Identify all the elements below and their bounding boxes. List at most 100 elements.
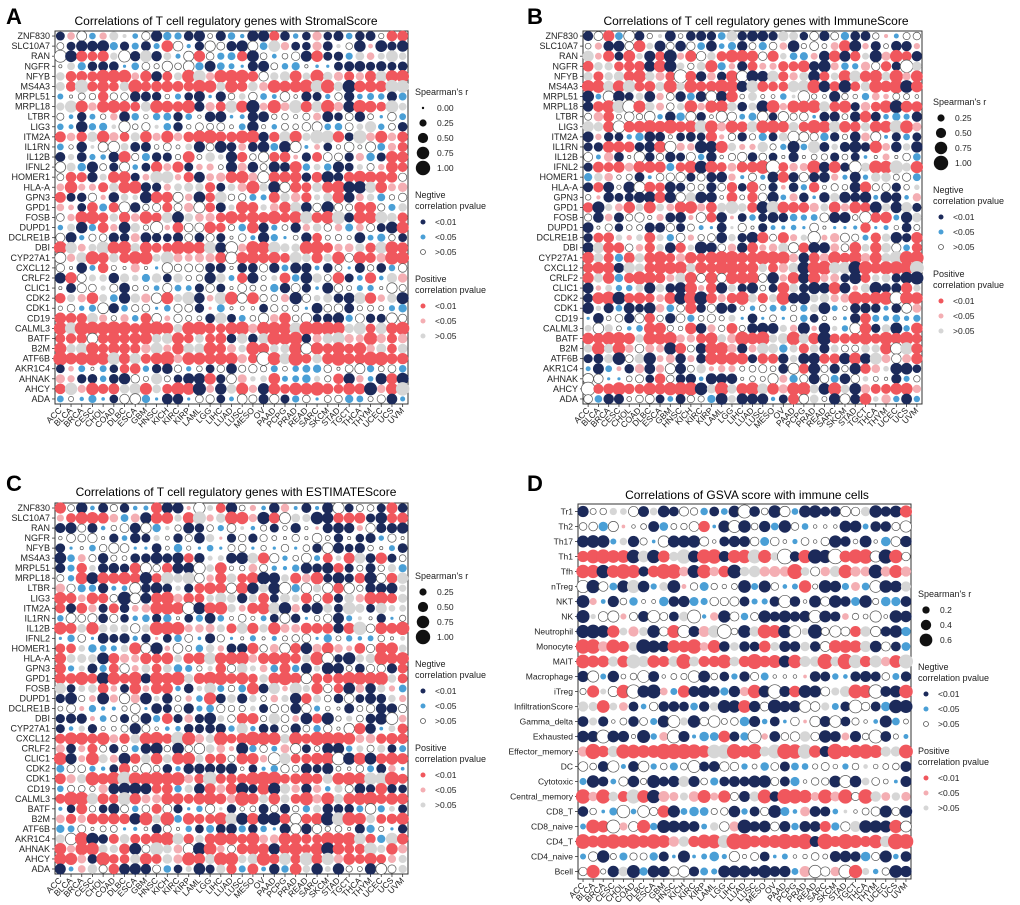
dot-neg-mid — [609, 582, 618, 591]
y-tick-label: CD4_T — [546, 837, 573, 847]
dot-pos-weak — [746, 121, 759, 133]
dot-pos-strong — [268, 191, 280, 203]
dot-neg-weak — [687, 364, 695, 373]
dot-pos-strong — [204, 783, 216, 795]
dot-neg-strong — [269, 863, 280, 875]
dot-neg-weak — [100, 113, 107, 120]
dot-pos-strong — [807, 261, 821, 275]
dot-neg-weak — [356, 714, 364, 723]
dot-neg-strong — [869, 50, 882, 63]
dot-neg-strong — [798, 252, 810, 264]
dot-pos-weak — [831, 687, 840, 696]
dot-neg-strong — [643, 302, 656, 315]
dot-pos-mid — [388, 764, 396, 773]
dot-pos-strong — [582, 332, 594, 345]
dot-neg-strong — [225, 151, 238, 163]
dot-pos-strong — [151, 663, 162, 674]
dot-neg-strong — [120, 714, 130, 724]
dot-pos-mid — [248, 513, 258, 523]
dot-neg-weak — [841, 184, 849, 191]
legend-size-label: 0.50 — [437, 133, 454, 143]
dot-pos-strong — [706, 202, 717, 213]
dot-neg-strong — [870, 41, 881, 52]
dot-pos-weak — [150, 170, 163, 184]
dot-neg-mid — [229, 636, 234, 640]
dot-pos-strong — [246, 572, 259, 585]
dot-pos-strong — [797, 100, 810, 113]
dot-neg-mid — [800, 214, 808, 221]
dot-neg-strong — [849, 730, 862, 743]
dot-neg-weak — [323, 223, 332, 232]
dot-pos-mid — [302, 223, 311, 232]
dot-neg-weak — [812, 763, 819, 770]
dot-neg-mid — [345, 32, 353, 40]
dot-pos-mid — [56, 203, 65, 212]
dot-neg-weak — [347, 826, 352, 831]
dot-pos-strong — [353, 342, 367, 355]
dot-pos-strong — [363, 791, 378, 806]
dot-pos-weak — [366, 193, 375, 202]
dot-pos-strong — [643, 271, 656, 285]
dot-neg-weak — [163, 375, 171, 383]
dot-neg-weak — [77, 92, 86, 101]
dot-neg-strong — [140, 692, 152, 705]
dot-pos-weak — [290, 201, 302, 213]
dot-neg-strong — [193, 373, 206, 385]
dot-neg-strong — [676, 132, 685, 142]
dot-neg-strong — [97, 633, 109, 644]
dot-neg-strong — [809, 671, 821, 682]
dot-neg-strong — [268, 181, 281, 194]
dot-neg-strong — [119, 603, 130, 614]
dot-neg-strong — [648, 521, 660, 532]
dot-pos-strong — [606, 639, 621, 654]
dot-pos-strong — [603, 162, 614, 173]
dot-neg-strong — [644, 363, 656, 375]
dot-pos-strong — [735, 331, 750, 346]
dot-pos-mid — [154, 636, 159, 641]
dot-neg-mid — [912, 173, 921, 182]
dot-neg-weak — [614, 314, 624, 323]
dot-pos-mid — [710, 612, 719, 621]
dot-pos-strong — [353, 99, 367, 114]
dot-neg-weak — [109, 504, 118, 513]
dot-neg-weak — [293, 114, 299, 120]
dot-pos-strong — [603, 232, 615, 243]
dot-neg-mid — [133, 826, 138, 831]
dot-pos-strong — [860, 202, 871, 213]
dot-pos-mid — [696, 203, 706, 212]
dot-neg-mid — [790, 776, 800, 787]
dot-pos-strong — [149, 771, 164, 786]
y-tick-label: Gamma_delta — [520, 717, 574, 727]
legend-size-title: Spearman's r — [415, 87, 468, 97]
legend-pos-title: Positive — [415, 743, 447, 753]
dot-pos-strong — [117, 241, 132, 255]
dot-neg-strong — [890, 322, 903, 335]
dot-pos-weak — [216, 864, 226, 874]
dot-neg-mid — [57, 224, 64, 231]
dot-pos-strong — [747, 202, 758, 213]
dot-neg-strong — [248, 533, 258, 543]
dot-neg-strong — [259, 303, 269, 313]
dot-pos-strong — [301, 733, 312, 744]
dot-pos-strong — [612, 382, 626, 396]
dot-neg-strong — [871, 323, 881, 334]
dot-neg-weak — [386, 282, 398, 294]
dot-pos-strong — [150, 832, 163, 845]
dot-neg-strong — [140, 743, 152, 754]
dot-pos-mid — [248, 323, 258, 334]
dot-neg-strong — [839, 352, 851, 365]
dot-neg-mid — [751, 582, 759, 591]
dot-pos-mid — [100, 194, 106, 201]
dot-pos-weak — [400, 635, 406, 641]
dot-neg-mid — [58, 806, 63, 811]
dot-neg-weak — [216, 634, 225, 643]
dot-neg-weak — [634, 343, 645, 354]
dot-pos-strong — [396, 812, 409, 826]
dot-neg-weak — [173, 202, 183, 212]
dot-pos-mid — [397, 182, 408, 192]
dot-pos-weak — [385, 832, 399, 846]
dot-neg-strong — [627, 775, 640, 788]
dot-pos-mid — [635, 244, 644, 252]
dot-neg-mid — [800, 314, 808, 323]
dot-neg-strong — [900, 211, 913, 224]
